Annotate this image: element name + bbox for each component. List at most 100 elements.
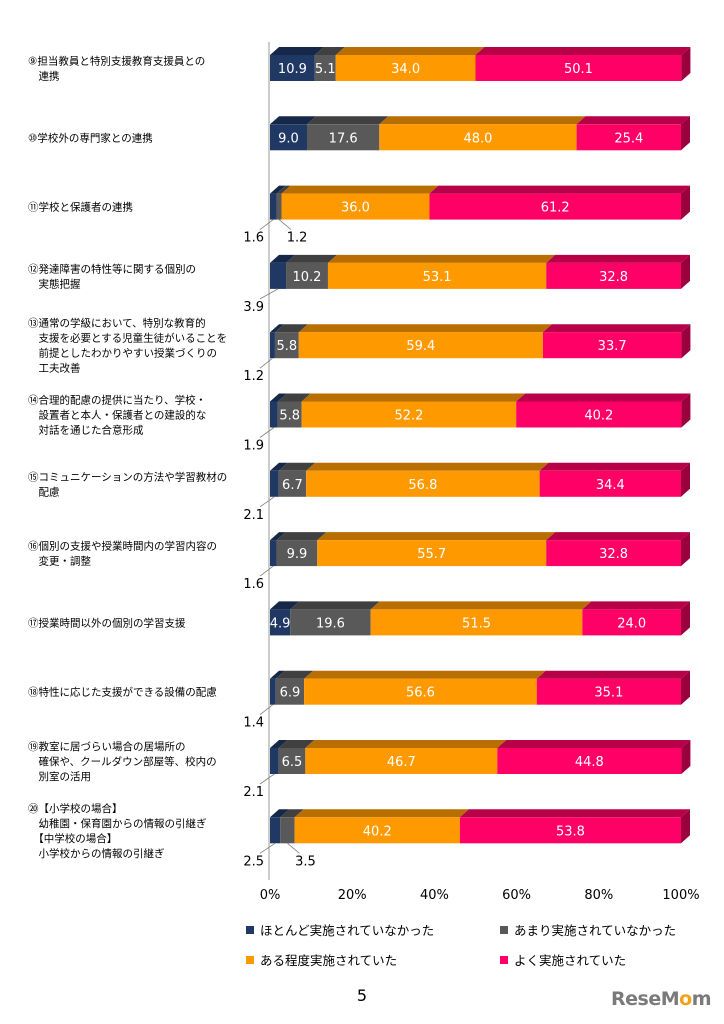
data-label: 32.8 [599, 270, 628, 285]
data-label: 25.4 [614, 131, 643, 146]
bar-segment-top [270, 324, 284, 333]
data-label-outside: 3.9 [243, 300, 264, 315]
category-label: ⑰授業時間以外の個別の学習支援 [28, 616, 186, 629]
category-label-line: 工夫改善 [28, 362, 81, 375]
data-label: 44.8 [575, 755, 604, 770]
x-tick-label: 0% [260, 888, 281, 903]
category-label-line: ⑲教室に居づらい場合の居場所の [28, 740, 186, 753]
data-label-outside: 2.1 [243, 785, 264, 800]
category-label-line: ⑱特性に応じた支援ができる設備の配慮 [28, 686, 217, 699]
bar-side [681, 462, 690, 497]
category-label: ⑬通常の学級において、特別な教育的 支援を必要とする児童生徒がいることを 前提と… [28, 317, 227, 375]
bar-segment [536, 678, 681, 705]
data-label: 19.6 [316, 616, 345, 631]
x-tick-label: 100% [662, 888, 699, 903]
bar-segment-top [317, 532, 556, 541]
legend-item-yoku: よく実施されていた [500, 950, 626, 969]
bar-segment-top [335, 47, 485, 55]
bar-segment [270, 748, 279, 774]
data-label-outside: 3.5 [295, 854, 316, 869]
data-label: 50.1 [564, 62, 593, 77]
leader-line [259, 842, 276, 854]
bar-segment-top [270, 462, 288, 471]
bar-segment [306, 124, 380, 151]
data-label: 56.6 [406, 686, 435, 701]
data-label: 32.8 [599, 547, 628, 562]
data-label: 5.8 [279, 409, 300, 424]
category-label: ⑲教室に居づらい場合の居場所の 確保や、クールダウン部屋等、校内の 別室の活用 [28, 740, 217, 783]
data-label-outside: 1.2 [243, 369, 264, 384]
data-label: 9.0 [278, 131, 299, 146]
bar-segment [546, 262, 681, 289]
x-tick-label: 20% [338, 888, 367, 903]
leader-line [259, 288, 279, 300]
data-label: 24.0 [617, 616, 646, 631]
data-label: 17.6 [329, 131, 358, 146]
bar-segment [301, 401, 517, 428]
bar-segment [280, 817, 295, 844]
bar-segment [270, 401, 278, 428]
bar-segment-top [278, 740, 315, 748]
category-label-line: 別室の活用 [28, 770, 91, 783]
data-label: 9.9 [287, 547, 308, 562]
bar-segment [327, 262, 547, 289]
bar-segment [278, 748, 306, 774]
bar-segment [335, 55, 476, 81]
category-label-line: ⑨担当教員と特別支援教育支援員との [28, 55, 205, 68]
bar-side [681, 47, 691, 81]
bar-segment [314, 55, 336, 81]
data-label: 10.9 [278, 62, 307, 77]
data-label: 6.9 [280, 686, 301, 701]
bar-segment [582, 609, 681, 636]
leader-line [259, 773, 275, 785]
bar-segment [317, 540, 547, 567]
bar-segment-top [270, 740, 288, 748]
leader-line [259, 427, 275, 438]
bar-segment [286, 262, 328, 289]
bar-segment [270, 678, 276, 705]
legend-label: よく実施されていた [514, 953, 627, 968]
bar-segment [305, 748, 498, 774]
bar-segment [429, 193, 681, 220]
bar-segment [270, 332, 275, 359]
data-label: 5.1 [315, 62, 336, 77]
x-tick-label: 60% [502, 888, 531, 903]
bar-segment [290, 609, 371, 636]
bar-segment-top [286, 254, 337, 263]
bar-side [681, 324, 691, 359]
data-label: 10.2 [293, 270, 322, 285]
logo-part2: o [679, 988, 692, 1010]
bar-segment [270, 124, 307, 151]
leader-line [287, 842, 300, 854]
bar-segment-top [370, 601, 592, 610]
bar-side [681, 601, 690, 636]
bar-segment-top [475, 47, 691, 55]
bar-segment [539, 470, 681, 497]
data-label: 55.7 [417, 547, 446, 562]
bar-segment-top [280, 809, 304, 818]
bar-segment [275, 678, 305, 705]
bar-segment-top [546, 254, 690, 263]
data-label-outside: 1.4 [243, 716, 264, 731]
data-label: 59.4 [406, 339, 435, 354]
bar-side [681, 809, 690, 844]
category-label-line: 支援を必要とする児童生徒がいることを [28, 332, 227, 345]
bar-segment [497, 748, 682, 774]
bar-segment [306, 470, 540, 497]
data-label: 34.4 [596, 478, 625, 493]
bar-segment [298, 332, 543, 359]
category-label-line: 変更・調整 [28, 555, 91, 568]
category-label-line: ⑭合理的配慮の提供に当たり、学校・ [28, 394, 206, 407]
category-label-line: 確保や、クールダウン部屋等、校内の [28, 755, 217, 768]
data-label: 6.5 [282, 755, 303, 770]
leader-line [259, 704, 274, 716]
data-label: 56.8 [408, 478, 437, 493]
bar-segment-top [539, 462, 690, 471]
bar-segment-top [379, 116, 586, 125]
legend-item-aru: ある程度実施されていた [246, 950, 397, 969]
bar-side [681, 670, 690, 705]
bar-segment-top [516, 393, 691, 402]
category-label-line: 配慮 [28, 485, 60, 498]
bar-segment-top [305, 740, 507, 748]
bar-segment-top [582, 601, 690, 610]
